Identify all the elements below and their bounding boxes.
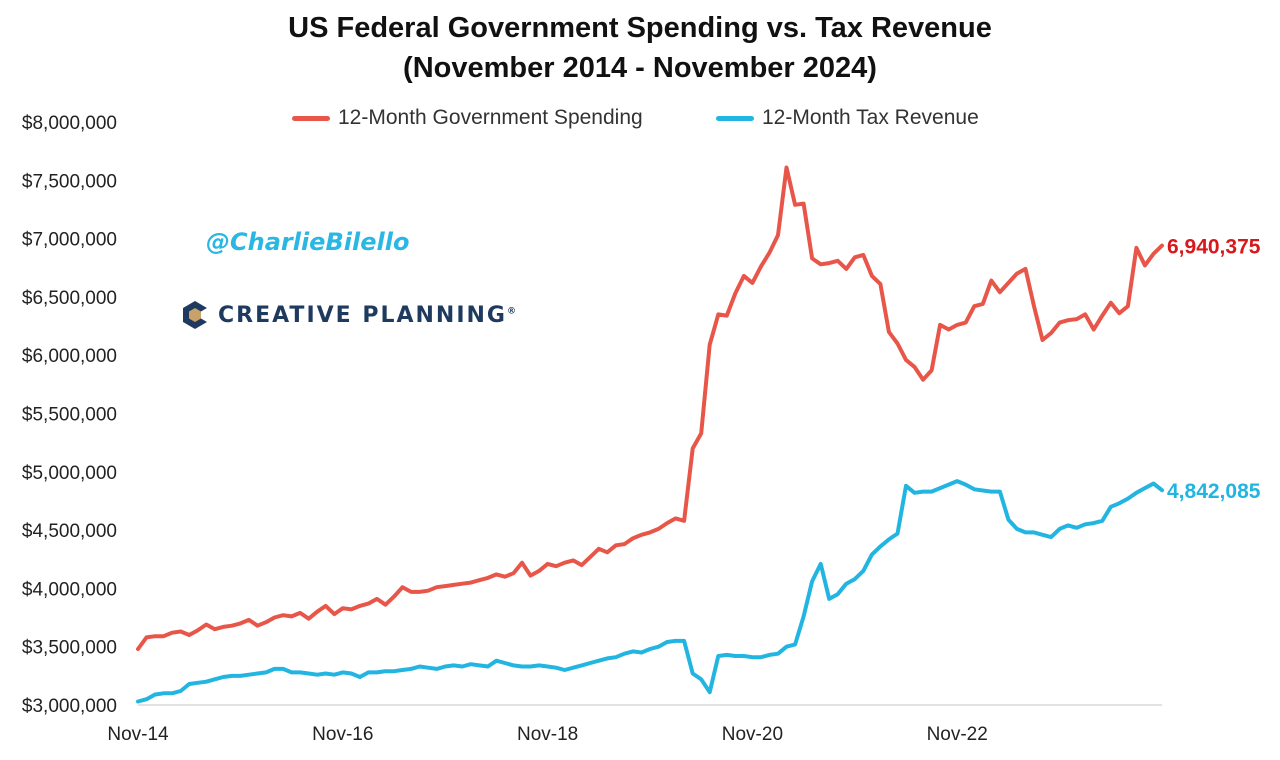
series-line-spending — [136, 165, 1164, 651]
legend-label-revenue: 12-Month Tax Revenue — [762, 106, 979, 129]
y-tick-label: $6,500,000 — [22, 288, 117, 309]
legend-label-spending: 12-Month Government Spending — [338, 106, 643, 129]
y-tick-label: $8,000,000 — [22, 113, 117, 134]
legend-item-revenue: 12-Month Tax Revenue — [716, 106, 979, 130]
x-tick-label: Nov-20 — [722, 724, 783, 745]
x-tick-label: Nov-18 — [517, 724, 578, 745]
brand-name: CREATIVE PLANNING® — [218, 303, 518, 328]
y-axis: $3,000,000 $3,500,000 $4,000,000 $4,500,000… — [22, 113, 117, 717]
creative-planning-logo-icon — [183, 301, 207, 329]
series-line-revenue — [136, 479, 1164, 704]
end-label-spending: 6,940,375 — [1167, 236, 1261, 259]
twitter-handle: @CharlieBilello — [206, 228, 410, 256]
legend-swatch-revenue — [716, 115, 754, 121]
x-axis: Nov-14 Nov-16 Nov-18 Nov-20 Nov-22 — [107, 724, 987, 745]
y-tick-label: $4,000,000 — [22, 579, 117, 600]
y-tick-label: $7,500,000 — [22, 171, 117, 192]
chart-title-line1: US Federal Government Spending vs. Tax R… — [288, 12, 992, 44]
brand-name-text: CREATIVE PLANNING — [218, 302, 507, 328]
x-tick-label: Nov-22 — [927, 724, 988, 745]
y-tick-label: $5,500,000 — [22, 405, 117, 426]
x-tick-label: Nov-16 — [312, 724, 373, 745]
chart-legend: 12-Month Government Spending 12-Month Ta… — [0, 106, 1280, 136]
creative-planning-logo: CREATIVE PLANNING® — [182, 300, 518, 330]
y-tick-label: $7,000,000 — [22, 230, 117, 251]
series-group — [136, 165, 1164, 704]
chart-title: US Federal Government Spending vs. Tax R… — [0, 8, 1280, 88]
legend-item-spending: 12-Month Government Spending — [292, 106, 643, 130]
chart-title-line2: (November 2014 - November 2024) — [403, 52, 877, 84]
end-labels: 6,940,375 4,842,085 — [1167, 236, 1261, 504]
brand-registered-mark: ® — [507, 306, 518, 317]
y-tick-label: $3,000,000 — [22, 696, 117, 717]
y-tick-label: $4,500,000 — [22, 521, 117, 542]
y-tick-label: $5,000,000 — [22, 463, 117, 484]
y-tick-label: $6,000,000 — [22, 346, 117, 367]
y-tick-label: $3,500,000 — [22, 638, 117, 659]
legend-swatch-spending — [292, 115, 330, 121]
x-tick-label: Nov-14 — [107, 724, 169, 745]
end-label-revenue: 4,842,085 — [1167, 480, 1261, 503]
